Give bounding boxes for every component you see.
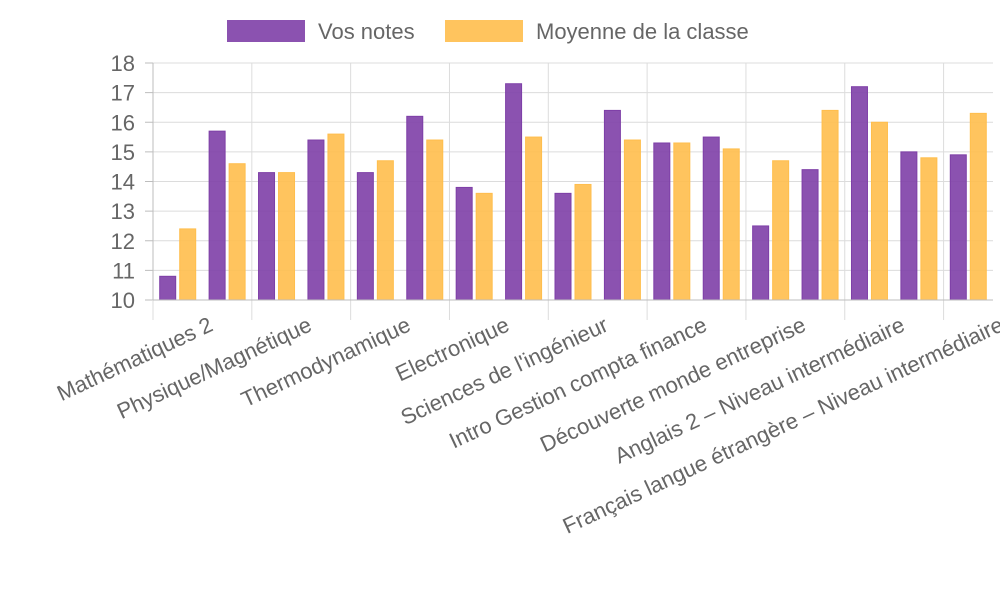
bar-class-average xyxy=(525,136,543,301)
y-tick-label: 15 xyxy=(111,140,135,165)
legend: Vos notes Moyenne de la classe xyxy=(227,19,749,44)
legend-label-class-average: Moyenne de la classe xyxy=(536,19,749,44)
bar-class-average xyxy=(821,109,839,301)
bar-class-average xyxy=(179,228,197,301)
y-tick-label: 11 xyxy=(112,258,135,283)
bar-class-average xyxy=(969,112,987,301)
bar-vos-notes xyxy=(258,172,276,301)
legend-label-vos-notes: Vos notes xyxy=(318,19,415,44)
y-axis-ticks: 10 11 12 13 14 15 16 17 18 xyxy=(111,51,135,313)
bar-class-average xyxy=(870,121,888,301)
bar-class-average xyxy=(475,192,493,301)
bar-vos-notes xyxy=(801,169,819,301)
bar-vos-notes xyxy=(159,275,177,301)
y-tick-label: 12 xyxy=(111,229,135,254)
axes xyxy=(152,63,993,301)
bar-class-average xyxy=(278,172,296,301)
bars xyxy=(159,83,987,301)
bar-vos-notes xyxy=(356,172,374,301)
y-tick-label: 16 xyxy=(111,110,135,135)
bar-class-average xyxy=(574,183,592,301)
bar-class-average xyxy=(426,139,444,301)
bar-vos-notes xyxy=(653,142,671,301)
y-tick-label: 13 xyxy=(111,199,135,224)
bar-vos-notes xyxy=(752,225,770,301)
bar-vos-notes xyxy=(949,154,967,301)
x-tick-label: Thermodynamique xyxy=(237,312,414,412)
bar-vos-notes xyxy=(850,86,868,301)
bar-vos-notes xyxy=(455,186,473,301)
bar-class-average xyxy=(722,148,740,301)
y-tick-label: 18 xyxy=(111,51,135,76)
y-tick-label: 17 xyxy=(111,81,135,106)
bar-vos-notes xyxy=(208,130,226,301)
bar-class-average xyxy=(673,142,691,301)
y-tick-label: 10 xyxy=(111,288,135,313)
bar-vos-notes xyxy=(554,192,572,301)
bar-class-average xyxy=(327,133,345,301)
legend-swatch-vos-notes xyxy=(227,20,305,42)
bar-vos-notes xyxy=(603,109,621,301)
bar-class-average xyxy=(376,160,394,301)
bar-class-average xyxy=(772,160,790,301)
bar-class-average xyxy=(623,139,641,301)
legend-swatch-class-average xyxy=(445,20,523,42)
y-tick-label: 14 xyxy=(111,170,135,195)
x-axis-ticks: Mathématiques 2Physique/MagnétiqueThermo… xyxy=(53,312,1000,539)
bar-class-average xyxy=(228,163,246,301)
bar-vos-notes xyxy=(900,151,918,301)
bar-class-average xyxy=(920,157,938,301)
bar-vos-notes xyxy=(307,139,325,301)
bar-vos-notes xyxy=(406,115,424,301)
bar-vos-notes xyxy=(702,136,720,301)
bar-vos-notes xyxy=(505,83,523,301)
